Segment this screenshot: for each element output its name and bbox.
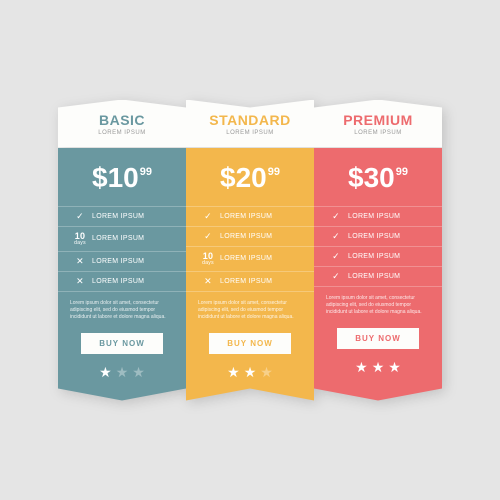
star-rating: ★★★ [355,359,401,376]
tier-subtitle: LOREM IPSUM [226,130,274,136]
price: $3099 [348,148,408,206]
feature-row: ✓LOREM IPSUM [186,206,314,226]
feature-row: 10daysLOREM IPSUM [186,246,314,271]
tier-name: STANDARD [209,112,291,128]
feature-row: 10daysLOREM IPSUM [58,226,186,251]
feature-text: LOREM IPSUM [220,278,272,285]
cross-icon: ✕ [196,277,220,286]
cross-icon: ✕ [68,277,92,286]
feature-text: LOREM IPSUM [348,233,400,240]
pricing-card-premium: PREMIUMLOREM IPSUM$3099✓LOREM IPSUM✓LORE… [314,100,442,401]
star-icon: ★ [116,364,129,381]
days-label: days [68,241,92,246]
star-rating: ★★★ [99,364,145,381]
star-icon: ★ [372,359,385,376]
star-icon: ★ [355,359,368,376]
tier-subtitle: LOREM IPSUM [354,130,402,136]
feature-text: LOREM IPSUM [220,213,272,220]
card-header: PREMIUM LOREM IPSUM [314,100,442,148]
star-icon: ★ [260,364,273,381]
check-icon: ✓ [196,212,220,221]
star-icon: ★ [244,364,257,381]
cross-icon: ✕ [68,257,92,266]
feature-text: LOREM IPSUM [92,235,144,242]
star-icon: ★ [132,364,145,381]
star-icon: ★ [99,364,112,381]
buy-now-button[interactable]: BUY NOW [209,333,291,354]
price: $2099 [220,148,280,206]
price-main: $30 [348,162,395,194]
days-icon: 10days [68,232,92,246]
buy-now-button[interactable]: BUY NOW [337,328,419,349]
feature-row: ✓LOREM IPSUM [186,226,314,246]
check-icon: ✓ [324,232,348,241]
days-icon: 10days [196,252,220,266]
tier-subtitle: LOREM IPSUM [98,130,146,136]
price-main: $20 [220,162,267,194]
feature-row: ✓LOREM IPSUM [314,266,442,287]
feature-row: ✓LOREM IPSUM [314,246,442,266]
feature-row: ✕LOREM IPSUM [186,271,314,292]
card-body: $2099✓LOREM IPSUM✓LOREM IPSUM10daysLOREM… [186,148,314,401]
description: Lorem ipsum dolor sit amet, consectetur … [58,292,186,329]
price-cents: 99 [268,166,280,178]
description: Lorem ipsum dolor sit amet, consectetur … [186,292,314,329]
feature-text: LOREM IPSUM [92,258,144,265]
star-icon: ★ [227,364,240,381]
star-icon: ★ [388,359,401,376]
check-icon: ✓ [68,212,92,221]
feature-text: LOREM IPSUM [92,213,144,220]
feature-list: ✓LOREM IPSUM10daysLOREM IPSUM✕LOREM IPSU… [58,206,186,292]
check-icon: ✓ [324,252,348,261]
card-header: BASIC LOREM IPSUM [58,100,186,148]
feature-row: ✓LOREM IPSUM [314,226,442,246]
price-cents: 99 [140,166,152,178]
feature-row: ✓LOREM IPSUM [314,206,442,226]
days-label: days [196,261,220,266]
pricing-cards: BASICLOREM IPSUM$1099✓LOREM IPSUM10daysL… [58,100,442,401]
buy-now-button[interactable]: BUY NOW [81,333,163,354]
days-value: 10 [203,251,214,261]
pricing-card-basic: BASICLOREM IPSUM$1099✓LOREM IPSUM10daysL… [58,100,186,401]
feature-text: LOREM IPSUM [220,233,272,240]
days-value: 10 [75,231,86,241]
price-cents: 99 [396,166,408,178]
feature-text: LOREM IPSUM [348,213,400,220]
tier-name: PREMIUM [343,112,413,128]
card-body: $3099✓LOREM IPSUM✓LOREM IPSUM✓LOREM IPSU… [314,148,442,401]
star-rating: ★★★ [227,364,273,381]
price-main: $10 [92,162,139,194]
pricing-card-standard: STANDARDLOREM IPSUM$2099✓LOREM IPSUM✓LOR… [186,100,314,401]
feature-row: ✕LOREM IPSUM [58,271,186,292]
feature-row: ✕LOREM IPSUM [58,251,186,271]
feature-list: ✓LOREM IPSUM✓LOREM IPSUM✓LOREM IPSUM✓LOR… [314,206,442,287]
check-icon: ✓ [324,272,348,281]
description: Lorem ipsum dolor sit amet, consectetur … [314,287,442,324]
card-body: $1099✓LOREM IPSUM10daysLOREM IPSUM✕LOREM… [58,148,186,401]
card-header: STANDARD LOREM IPSUM [186,100,314,148]
feature-text: LOREM IPSUM [92,278,144,285]
tier-name: BASIC [99,112,145,128]
feature-row: ✓LOREM IPSUM [58,206,186,226]
feature-text: LOREM IPSUM [220,255,272,262]
feature-list: ✓LOREM IPSUM✓LOREM IPSUM10daysLOREM IPSU… [186,206,314,292]
feature-text: LOREM IPSUM [348,253,400,260]
feature-text: LOREM IPSUM [348,273,400,280]
price: $1099 [92,148,152,206]
check-icon: ✓ [324,212,348,221]
check-icon: ✓ [196,232,220,241]
